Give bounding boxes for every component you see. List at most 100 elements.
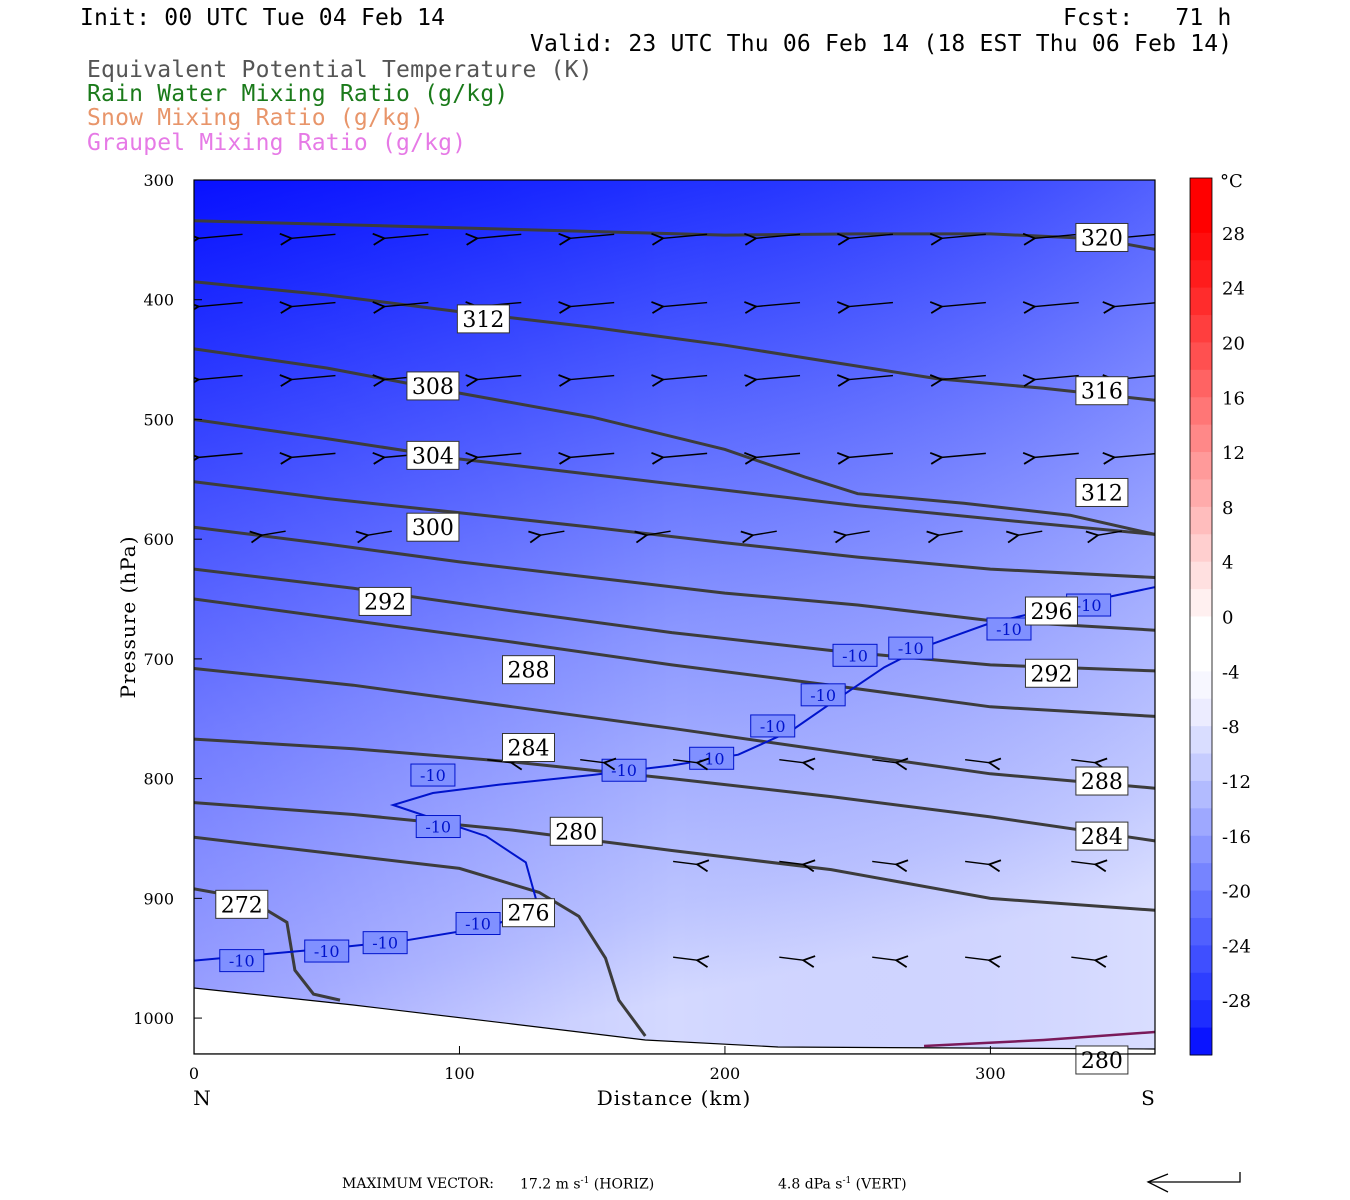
wind-vector [942,376,986,380]
wind-vector [965,760,989,763]
colorbar-tick-label: 4 [1222,553,1233,574]
minus10-label: -10 [425,818,451,837]
theta-e-label: 284 [507,737,549,762]
minus10-label-box [800,683,846,707]
theta-e-line-284 [194,737,1155,843]
wind-vector [1114,453,1155,457]
theta-e-label: 288 [1081,770,1123,795]
wind-vector [779,957,803,960]
wind-vector [849,234,894,238]
colorbar-band [1190,863,1212,892]
wind-vector [872,861,896,864]
wind-vector [570,234,615,238]
minus10-label-box [219,949,265,973]
minus10-label-box [304,939,350,963]
wind-vector [291,453,336,457]
theta-e-label-box [501,655,555,685]
wind-vector [199,303,243,307]
colorbar-band [1190,1000,1212,1029]
theta-e-label-box [1075,477,1129,507]
colorbar-unit: °C [1220,171,1243,192]
wind-vector [663,453,708,457]
colorbar-band [1190,945,1212,974]
colorbar-tick-label: 8 [1222,498,1233,519]
theta-e-label: 284 [1081,825,1123,850]
max-vector-horiz: 17.2 m s-1 (HORIZ) [520,1176,655,1193]
theta-e-label: 292 [1030,662,1072,687]
wind-vector [1018,530,1043,535]
colorbar-band [1190,506,1212,535]
wind-vector [1035,376,1079,380]
theta-e-label: 280 [555,820,597,845]
theta-e-line-276 [194,835,647,1037]
minus10-label: -10 [314,942,340,961]
wind-vector [779,760,803,763]
colorbar-tick-label: -16 [1222,827,1251,848]
colorbar-tick-label: -20 [1222,882,1251,903]
max-vector-label: MAXIMUM VECTOR: [342,1176,494,1192]
minus10-label-box [750,714,796,738]
colorbar-band [1190,808,1212,837]
wind-vector [384,303,429,307]
theta-e-label-box [406,512,460,542]
colorbar-band [1190,205,1212,234]
minus10-label: -10 [898,639,924,658]
terrain [194,987,1155,1054]
ground-surface [194,987,1155,1054]
y-axis-title: Pressure (hPa) [116,536,140,699]
theta-e-line-300 [194,525,1155,632]
colorbar-band [1190,726,1212,755]
axes: 300 400 500 600 700 800 900 1000 0 100 200 300 Dista… [116,171,1155,1110]
theta-e-label: 304 [412,444,454,469]
colorbar-band [1190,260,1212,289]
theta-e-label-box [406,440,460,470]
minus10-label: -10 [229,952,255,971]
colorbar-band [1190,1027,1212,1056]
colorbar-band [1190,424,1212,453]
minus10-label: -10 [810,686,836,705]
theta-e-label: 316 [1081,380,1123,405]
wind-vector [1114,303,1155,307]
wind-vector [849,376,894,380]
wind-vector [570,303,615,307]
field-label-rain: Rain Water Mixing Ratio (g/kg) [87,81,509,107]
y-tick-label: 500 [143,410,174,429]
graupel-contour [923,1030,1155,1048]
field-label-theta-e: Equivalent Potential Temperature (K) [87,57,593,83]
colorbar-band [1190,342,1212,371]
wind-vector [753,530,777,535]
wind-vector [1035,453,1079,457]
wind-vector [872,957,896,960]
wind-vector [942,453,986,457]
minus10-label: -10 [372,934,398,953]
wind-vector [756,376,801,380]
contour-labels: 320 316 312 312 308 304 300 296 292 292 288 288 284 2… [215,222,1129,1075]
wind-vector [663,376,708,380]
wind-vector [756,303,801,307]
theta-e-line-296 [194,567,1155,673]
colorbar-band [1190,835,1212,864]
colorbar-tick-label: 28 [1222,224,1245,245]
theta-e-line-316 [194,280,1155,402]
wind-vector [942,303,986,307]
wind-vector [965,861,989,864]
wind-vector [756,234,801,238]
wind-vector [477,453,522,457]
colorbar-band [1190,616,1212,645]
max-vector-vert: 4.8 dPa s-1 (VERT) [778,1176,907,1193]
wind-vector [849,453,894,457]
colorbar-band [1190,452,1212,480]
theta-e-line-280 [194,801,1155,912]
temperature-contour: -10 -10 -10 -10 -10 -10 -10 -10 -10 -10 -10 -10 -10 -… [194,586,1155,973]
colorbar-band [1190,753,1212,782]
theta-e-label-box [1024,596,1078,626]
wind-vector [1071,957,1095,960]
minus10-label-box [415,815,461,839]
temperature-shading [194,180,1155,1054]
field-label-snow: Snow Mixing Ratio (g/kg) [87,105,425,131]
colorbar-band [1190,671,1212,700]
y-tick-label: 600 [143,530,174,549]
wind-vector [199,453,243,457]
minus10-label: -10 [996,620,1022,639]
